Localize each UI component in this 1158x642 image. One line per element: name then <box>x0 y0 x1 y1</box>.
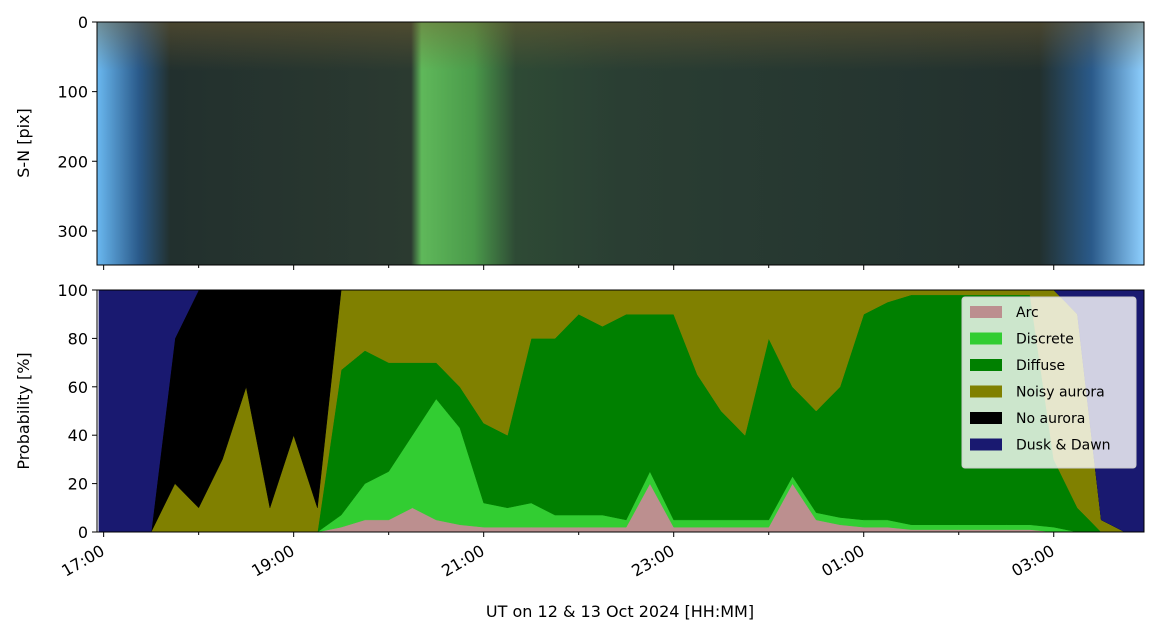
x-tick-label: 03:00 <box>1008 541 1057 581</box>
legend-box <box>961 296 1137 469</box>
legend-swatch <box>970 438 1002 451</box>
y-tick-label: 100 <box>57 281 88 300</box>
legend-label: Discrete <box>1016 332 1074 348</box>
legend-swatch <box>970 359 1002 371</box>
legend-swatch <box>970 385 1002 398</box>
top-y-label: S-N [pix] <box>14 108 33 178</box>
y-tick-label: 0 <box>78 13 88 32</box>
legend-swatch <box>970 306 1002 318</box>
legend-swatch <box>970 412 1002 424</box>
x-tick-label: 23:00 <box>628 541 677 581</box>
x-tick-label: 21:00 <box>438 541 487 581</box>
legend-label: Dusk & Dawn <box>1016 438 1111 454</box>
y-tick-label: 60 <box>68 378 88 397</box>
y-tick-label: 300 <box>57 222 88 241</box>
x-label: UT on 12 & 13 Oct 2024 [HH:MM] <box>486 602 754 621</box>
y-tick-label: 0 <box>78 523 88 542</box>
legend-swatch <box>970 332 1002 345</box>
x-tick-label: 17:00 <box>58 541 107 581</box>
legend-label: Arc <box>1016 305 1039 321</box>
y-tick-label: 200 <box>57 152 88 171</box>
legend-label: Noisy aurora <box>1016 385 1105 401</box>
y-tick-label: 80 <box>68 329 88 348</box>
legend-label: No aurora <box>1016 411 1085 427</box>
keogram-overlay <box>97 22 1144 265</box>
legend-label: Diffuse <box>1016 358 1065 374</box>
bottom-y-label: Probability [%] <box>14 352 33 469</box>
legend: Arc Discrete Diffuse Noisy aurora No aurora D… <box>961 296 1137 469</box>
y-tick-label: 20 <box>68 475 88 494</box>
bottom-frame <box>96 289 1145 533</box>
y-tick-label: 40 <box>68 426 88 445</box>
y-tick-label: 100 <box>57 83 88 102</box>
top-frame <box>96 21 1145 266</box>
x-tick-label: 01:00 <box>818 541 867 581</box>
x-tick-label: 19:00 <box>248 541 297 581</box>
